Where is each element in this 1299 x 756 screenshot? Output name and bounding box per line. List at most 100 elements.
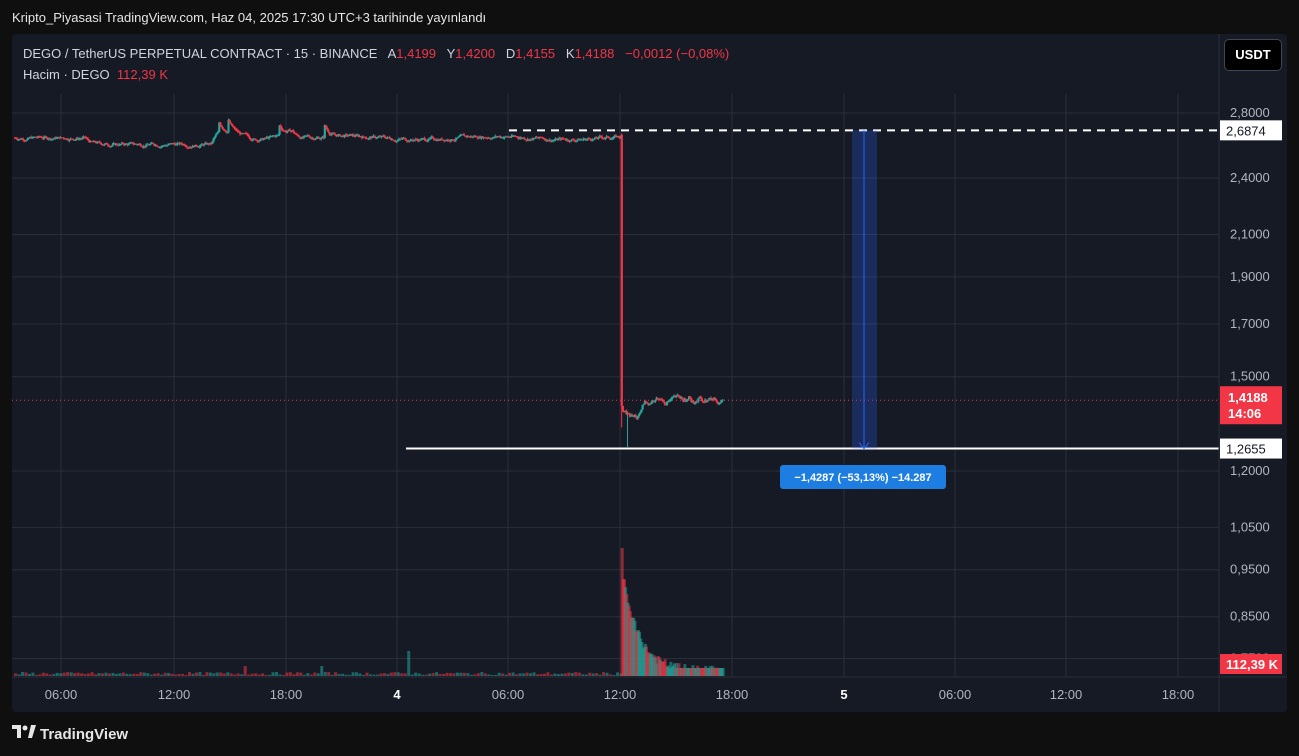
candle-body <box>16 138 19 140</box>
candle-body <box>650 401 654 404</box>
candle-body <box>719 402 722 404</box>
candle-body <box>636 416 640 419</box>
candle-body <box>198 146 201 148</box>
candle-body <box>159 147 162 149</box>
candle-body <box>464 135 467 137</box>
candle-body <box>279 125 282 128</box>
volume-bar <box>69 672 73 676</box>
y-tick-label: 2,4000 <box>1230 170 1270 185</box>
candle-body <box>388 137 391 139</box>
candle-body <box>205 142 208 145</box>
candle-body <box>113 143 116 145</box>
candle-body <box>215 133 219 135</box>
candle-body <box>578 139 582 141</box>
candle-body <box>426 139 430 142</box>
candle-body <box>125 143 128 145</box>
y-tick-label: 1,9000 <box>1230 269 1270 284</box>
candle-body <box>74 139 77 141</box>
candle-body <box>272 135 275 137</box>
symbol-legend: DEGO / TetherUS PERPETUAL CONTRACT · 15 … <box>23 46 730 61</box>
candle-body <box>288 129 292 132</box>
volume-bar <box>466 673 470 676</box>
candle-body <box>675 395 678 398</box>
candle-body <box>573 139 576 141</box>
volume-bar <box>27 673 31 676</box>
volume-bar <box>66 672 70 676</box>
candle-body <box>19 138 22 140</box>
currency-button[interactable]: USDT <box>1224 39 1282 71</box>
candle-body <box>624 410 627 412</box>
candle-body <box>138 143 141 145</box>
candle-body <box>663 402 666 404</box>
price-change: −0,0012 (−0,08%) <box>625 46 730 61</box>
candle-body <box>642 403 645 405</box>
candle-body <box>420 139 423 141</box>
volume-bar <box>31 672 35 676</box>
volume-bar <box>101 673 104 676</box>
candle-body <box>163 145 166 147</box>
candle-body <box>17 139 20 141</box>
candle-body <box>18 138 21 140</box>
volume-bar <box>574 672 578 676</box>
volume-bar <box>522 673 526 676</box>
volume-bar <box>125 673 129 676</box>
candle-body <box>96 142 99 144</box>
y-tick-label: 2,1000 <box>1230 227 1270 242</box>
symbol-name: DEGO / TetherUS PERPETUAL CONTRACT · 15 … <box>23 46 378 61</box>
candle-body <box>306 135 309 137</box>
volume-bar <box>208 672 212 676</box>
candle-body <box>653 401 656 403</box>
candle-body <box>341 135 344 137</box>
candle-body <box>357 134 360 137</box>
volume-bar <box>226 672 230 676</box>
candle-body <box>225 131 228 133</box>
candle-body <box>90 141 93 143</box>
volume-bar <box>288 672 292 676</box>
candle-body <box>307 135 310 137</box>
volume-bar <box>438 673 442 676</box>
candle-body <box>189 147 192 149</box>
candle-body <box>395 140 398 142</box>
candle-body <box>690 398 693 402</box>
candle-body <box>132 143 135 145</box>
candle-body <box>174 143 177 146</box>
candle-body <box>123 143 126 145</box>
volume-bar <box>337 674 341 676</box>
volume-bar <box>240 674 244 676</box>
candle-body <box>710 398 713 400</box>
candle-body <box>478 137 481 139</box>
volume-bar <box>222 673 226 676</box>
candle-body <box>229 122 232 124</box>
candle-body <box>256 140 259 142</box>
tradingview-logo-icon <box>12 725 36 743</box>
candle-body <box>406 140 409 142</box>
candle-body <box>351 134 354 136</box>
candle-body <box>549 139 553 142</box>
candle-body <box>611 138 614 140</box>
candle-body <box>507 136 510 138</box>
candle-body <box>639 412 642 415</box>
candle-body <box>269 136 272 138</box>
candle-body <box>168 143 171 145</box>
candle-body <box>366 138 369 140</box>
candle-body <box>85 138 89 140</box>
candle-body <box>353 135 357 137</box>
candle-body <box>510 135 513 138</box>
candle-body <box>211 141 214 144</box>
candle-body <box>65 138 68 140</box>
volume-bar <box>480 672 484 676</box>
candle-body <box>594 137 597 140</box>
candle-body <box>255 139 258 141</box>
chart-panel[interactable]: −1,4287 (−53,13%) −14.287 2,8000 2,4000 2,1… <box>12 34 1287 712</box>
candle-body <box>423 137 426 140</box>
candle-body <box>350 133 353 136</box>
volume-bar <box>264 674 268 676</box>
volume-bar <box>107 673 111 676</box>
candle-body <box>34 136 38 138</box>
candle-body <box>700 398 703 402</box>
candlestick-chart[interactable]: −1,4287 (−53,13%) −14.287 2,8000 2,4000 2,1… <box>12 34 1287 712</box>
candle-body <box>183 144 186 146</box>
candle-body <box>628 414 631 417</box>
candle-body <box>335 134 338 137</box>
candle-body <box>652 401 655 403</box>
